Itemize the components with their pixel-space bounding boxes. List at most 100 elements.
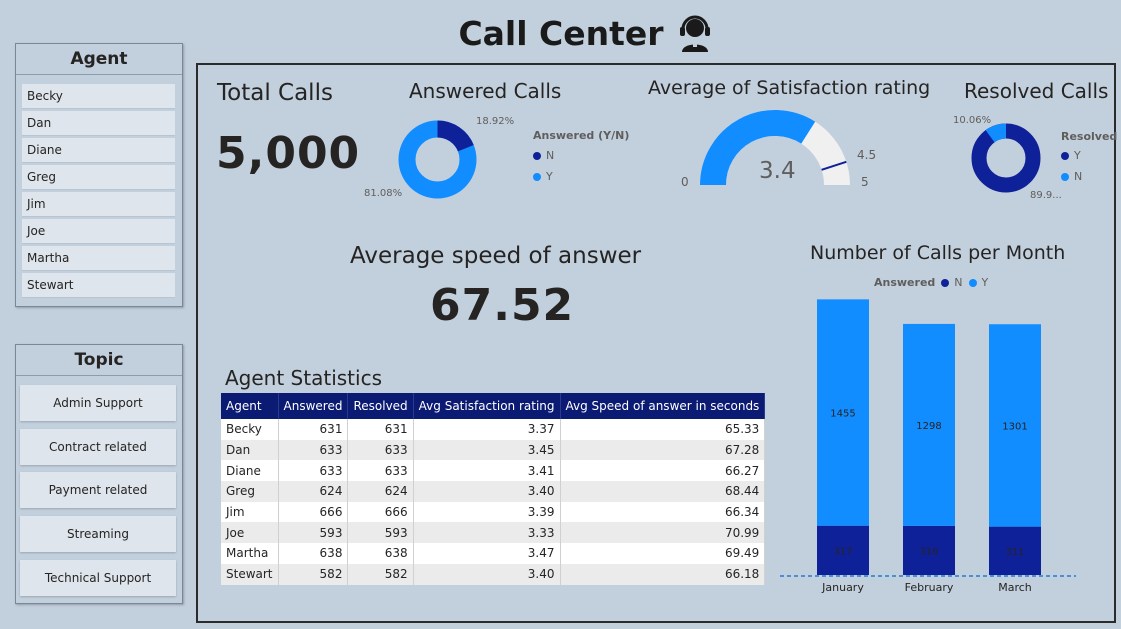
table-cell: 69.49 — [560, 543, 766, 564]
page-title-text: Call Center — [458, 13, 664, 53]
table-cell: 633 — [347, 460, 414, 482]
gauge-target-marker — [821, 160, 847, 171]
table-row[interactable]: Jim 666 666 3.39 66.34 — [221, 501, 766, 523]
table-row[interactable]: Diane 633 633 3.41 66.27 — [221, 460, 766, 482]
topic-slicer-item[interactable]: Payment related — [20, 472, 176, 509]
table-cell: 638 — [347, 543, 414, 564]
topic-slicer-item[interactable]: Technical Support — [20, 559, 176, 596]
table-cell: Becky — [221, 419, 279, 440]
bar-n-february[interactable] — [903, 525, 955, 575]
dashboard-panel — [196, 63, 1116, 623]
resolved-calls-donut[interactable] — [964, 116, 1048, 200]
table-cell: 70.99 — [560, 522, 766, 544]
table-cell: 633 — [347, 439, 414, 461]
resolved-legend-n[interactable]: N — [1061, 170, 1082, 183]
gauge-max-label: 5 — [861, 175, 869, 189]
topic-slicer-item[interactable]: Streaming — [20, 516, 176, 553]
table-row[interactable]: Dan 633 633 3.45 67.28 — [221, 439, 766, 461]
table-cell: 3.41 — [413, 460, 561, 482]
agent-stats-table-container: Agent Answered Resolved Avg Satisfaction ra… — [221, 393, 766, 585]
table-cell: Martha — [221, 543, 279, 564]
bar-data-label: 1455 — [830, 409, 855, 420]
resolved-legend-y[interactable]: Y — [1061, 149, 1081, 162]
table-header-cell[interactable]: Resolved — [347, 393, 414, 419]
table-cell: 631 — [347, 419, 414, 440]
calls-legend-y[interactable]: Y — [968, 276, 988, 289]
table-cell: 66.27 — [560, 460, 766, 482]
answered-n-slice[interactable] — [398, 120, 477, 199]
answered-legend-n[interactable]: N — [533, 149, 554, 162]
agent-stats-title: Agent Statistics — [225, 366, 382, 390]
table-cell: 582 — [347, 563, 414, 585]
bar-data-label: 317 — [833, 546, 852, 557]
table-cell: Dan — [221, 439, 279, 461]
topic-slicer-title: Topic — [16, 345, 182, 376]
table-cell: 3.39 — [413, 501, 561, 523]
table-cell: 638 — [278, 543, 349, 564]
table-row[interactable]: Stewart 582 582 3.40 66.18 — [221, 563, 766, 585]
page-title: Call Center — [420, 10, 750, 56]
satisfaction-gauge[interactable] — [690, 100, 860, 190]
answered-y-label: 81.08% — [364, 188, 403, 199]
table-header-cell[interactable]: Avg Speed of answer in seconds — [560, 393, 766, 419]
answered-calls-donut[interactable] — [390, 112, 485, 207]
resolved-y-slice[interactable] — [971, 123, 1041, 193]
calls-per-month-chart: 317 1455 January 316 1298 February 311 1301 Marc… — [780, 299, 1076, 594]
agent-slicer-item[interactable]: Jim — [22, 192, 175, 217]
agent-slicer: Agent Becky Dan Diane Greg Jim Joe Martha Stewa… — [15, 43, 183, 307]
table-cell: 67.28 — [560, 439, 766, 461]
agent-slicer-item[interactable]: Diane — [22, 138, 175, 163]
table-cell: 631 — [278, 419, 349, 440]
table-row[interactable]: Joe 593 593 3.33 70.99 — [221, 522, 766, 544]
agent-slicer-item[interactable]: Martha — [22, 246, 175, 271]
bar-data-label: 316 — [919, 546, 938, 557]
bar-y-january[interactable] — [817, 299, 869, 526]
resolved-legend-title: Resolved — [1061, 130, 1118, 143]
headset-agent-icon — [679, 15, 710, 52]
answered-legend-title: Answered (Y/N) — [533, 129, 630, 142]
bar-n-march[interactable] — [989, 526, 1041, 575]
agent-slicer-item[interactable]: Joe — [22, 219, 175, 244]
gauge-target-label: 4.5 — [857, 148, 877, 162]
bar-data-label: 311 — [1005, 547, 1024, 558]
table-cell: 66.18 — [560, 563, 766, 585]
agent-slicer-item[interactable]: Greg — [22, 165, 175, 190]
gauge-min-label: 0 — [681, 175, 689, 189]
table-header-cell[interactable]: Answered — [278, 393, 349, 419]
bar-data-label: 1301 — [1002, 421, 1027, 432]
calls-legend-n[interactable]: N — [941, 276, 963, 289]
bar-y-february[interactable] — [903, 323, 955, 526]
table-cell: Joe — [221, 522, 279, 544]
table-cell: 68.44 — [560, 481, 766, 502]
table-header-cell[interactable]: Agent — [221, 393, 279, 419]
table-row[interactable]: Greg 624 624 3.40 68.44 — [221, 481, 766, 502]
table-cell: 3.37 — [413, 419, 561, 440]
gauge-value-arc — [700, 110, 816, 186]
table-row[interactable]: Martha 638 638 3.47 69.49 — [221, 543, 766, 564]
table-cell: 666 — [278, 501, 349, 523]
table-cell: 582 — [278, 563, 349, 585]
topic-slicer: Topic Admin Support Contract related Payme… — [15, 344, 183, 604]
table-cell: 66.34 — [560, 501, 766, 523]
table-cell: 666 — [347, 501, 414, 523]
table-cell: 3.47 — [413, 543, 561, 564]
table-header-cell[interactable]: Avg Satisfaction rating — [413, 393, 561, 419]
bar-n-january[interactable] — [817, 525, 869, 575]
table-cell: 593 — [347, 522, 414, 544]
topic-slicer-item[interactable]: Contract related — [20, 428, 176, 465]
table-cell: Diane — [221, 460, 279, 482]
table-cell: 65.33 — [560, 419, 766, 440]
total-calls-value: 5,000 — [216, 128, 361, 179]
bar-y-march[interactable] — [989, 324, 1041, 527]
x-axis-tick-label: March — [998, 581, 1032, 594]
table-row[interactable]: Becky 631 631 3.37 65.33 — [221, 419, 766, 440]
table-cell: 624 — [278, 481, 349, 502]
topic-slicer-item[interactable]: Admin Support — [20, 385, 176, 421]
agent-slicer-item[interactable]: Becky — [22, 84, 175, 109]
resolved-n-label: 10.06% — [953, 115, 992, 126]
answered-legend-y[interactable]: Y — [533, 170, 553, 183]
x-axis-tick-label: January — [821, 581, 864, 594]
agent-slicer-item[interactable]: Stewart — [22, 273, 175, 298]
agent-slicer-item[interactable]: Dan — [22, 111, 175, 136]
answered-calls-title: Answered Calls — [409, 79, 562, 103]
